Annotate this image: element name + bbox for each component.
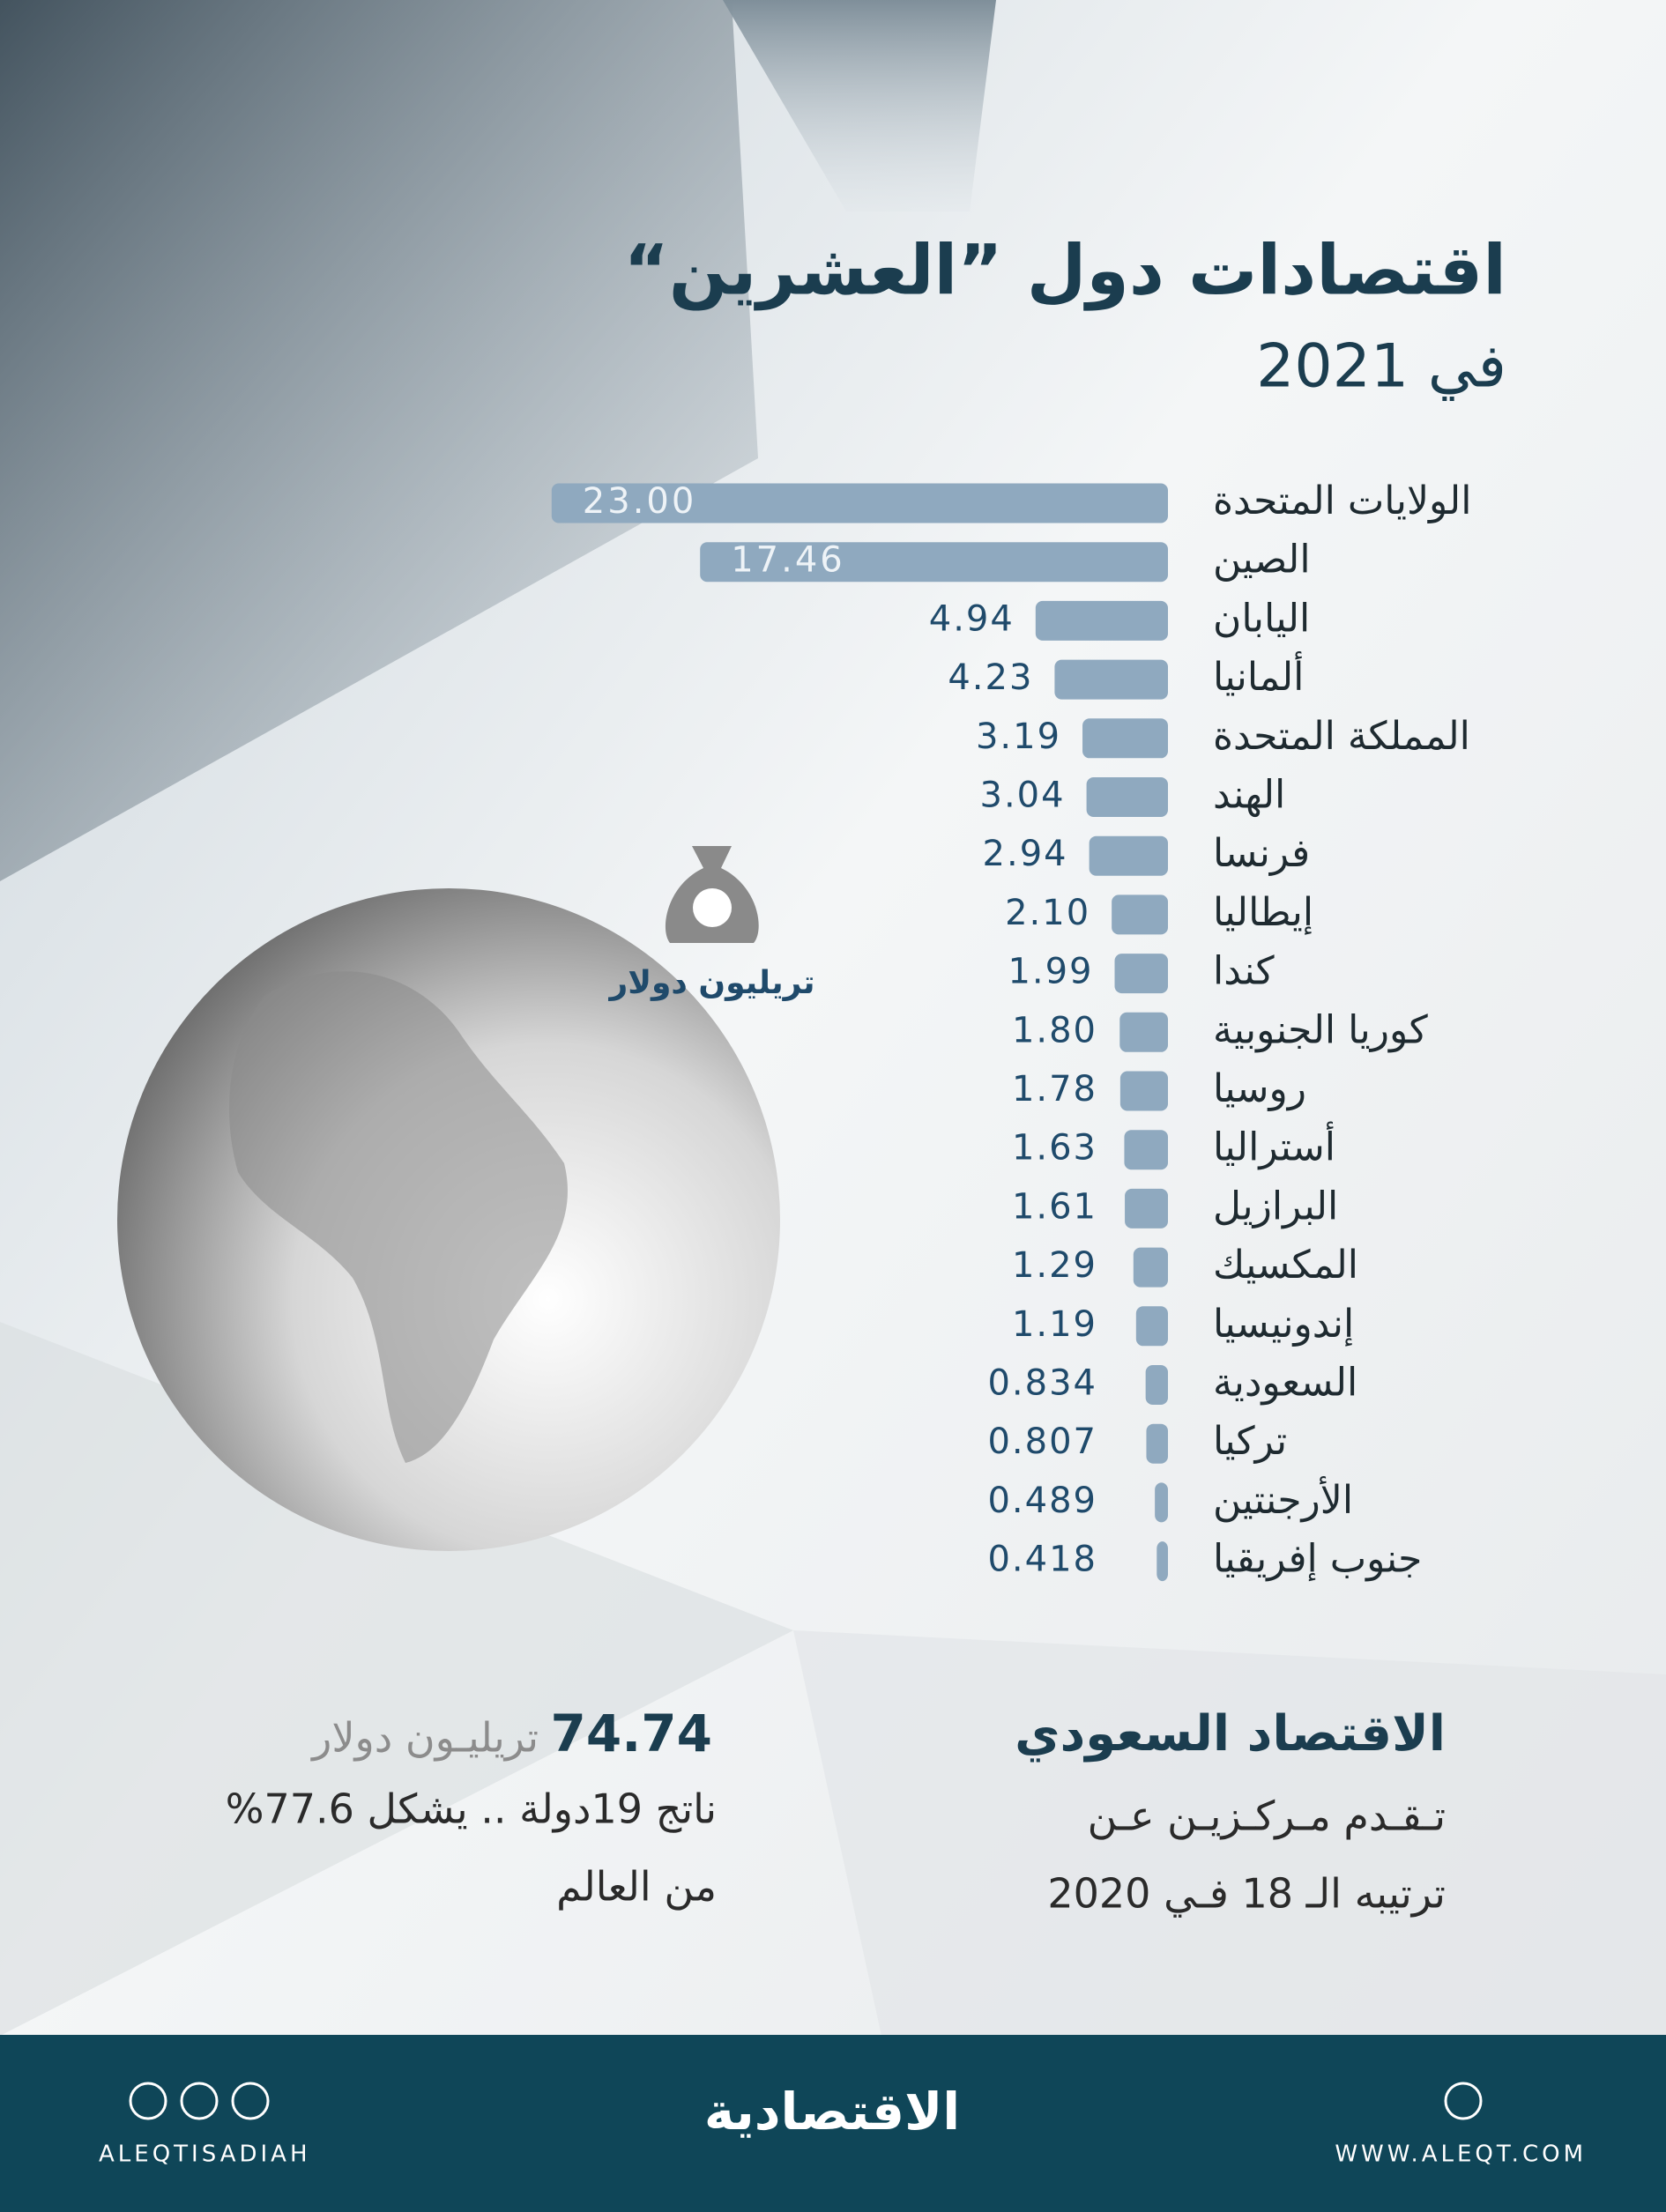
category-label: روسيا <box>1213 1066 1306 1111</box>
footer-logo: الاقتصادية <box>704 2082 960 2141</box>
category-label: المكسيك <box>1213 1243 1358 1288</box>
value-label: 1.78 <box>1012 1069 1097 1110</box>
category-label: الأرجنتين <box>1213 1475 1353 1523</box>
category-label: الصين <box>1213 538 1311 583</box>
category-label: الهند <box>1213 773 1285 818</box>
value-label: 23.00 <box>583 481 697 522</box>
value-label: 1.61 <box>1012 1186 1097 1227</box>
value-label: 2.94 <box>983 834 1068 874</box>
bar <box>1124 1130 1168 1170</box>
bar <box>1135 1306 1168 1347</box>
summary-line: من العالم <box>556 1863 717 1911</box>
value-label: 4.23 <box>948 657 1033 698</box>
saudi-line: ترتيبه الـ 18 فـي 2020 <box>1047 1870 1446 1919</box>
value-label: 0.807 <box>987 1421 1097 1462</box>
category-label: أستراليا <box>1213 1122 1335 1170</box>
category-label: ألمانيا <box>1213 651 1304 700</box>
footer-handle: ALEQTISADIAH <box>99 2141 311 2168</box>
value-label: 17.46 <box>731 540 845 581</box>
bar <box>1114 954 1168 994</box>
summary-line: ناتج 19دولة .. يشكل 77.6% <box>226 1785 717 1834</box>
background-shape <box>0 1322 793 2036</box>
bar <box>1112 894 1168 935</box>
bar <box>1119 1012 1168 1052</box>
value-label: 0.834 <box>987 1363 1097 1404</box>
saudi-line: تـقـدم مـركـزيـن عـن <box>1088 1793 1446 1841</box>
bar <box>1054 659 1168 700</box>
bar-chart: الولايات المتحدة 23.00 الصين 17.46 اليابان 4.… <box>551 479 1471 1582</box>
chart-title: اقتصادات دول ”العشرين“ <box>624 231 1506 310</box>
bar <box>1157 1541 1168 1582</box>
footer <box>0 2035 1666 2212</box>
bar <box>1086 777 1168 817</box>
category-label: إندونيسيا <box>1213 1302 1354 1347</box>
summary-unit: تريليـون دولار <box>310 1714 539 1763</box>
building-left <box>0 0 758 881</box>
bar <box>1089 835 1168 876</box>
bar <box>1155 1482 1168 1523</box>
bar <box>700 542 1168 583</box>
value-label: 4.94 <box>929 598 1015 639</box>
category-label: تركيا <box>1213 1419 1287 1464</box>
category-label: المملكة المتحدة <box>1213 714 1470 759</box>
category-label: الولايات المتحدة <box>1213 479 1471 523</box>
bar <box>1125 1188 1168 1228</box>
bar <box>1035 600 1168 641</box>
category-label: السعودية <box>1213 1361 1357 1406</box>
value-label: 0.418 <box>987 1540 1097 1580</box>
value-label: 1.63 <box>1012 1128 1097 1169</box>
value-label: 2.10 <box>1005 893 1090 933</box>
category-label: إيطاليا <box>1213 890 1313 935</box>
bar <box>1145 1365 1168 1405</box>
summary-total: 74.74 <box>551 1704 712 1763</box>
value-label: 3.19 <box>976 716 1061 757</box>
unit-label: تريليون دولار <box>607 965 814 1001</box>
bar <box>1119 1071 1168 1111</box>
bar <box>1082 718 1168 759</box>
category-label: كوريا الجنوبية <box>1213 1007 1428 1052</box>
category-label: كندا <box>1213 949 1275 994</box>
value-label: 1.99 <box>1008 952 1093 992</box>
value-label: 1.19 <box>1012 1304 1097 1345</box>
money-bag-icon <box>665 846 759 943</box>
value-label: 3.04 <box>980 776 1066 816</box>
globe-continent <box>229 971 568 1463</box>
value-label: 1.29 <box>1012 1245 1097 1286</box>
category-label: البرازيل <box>1213 1184 1338 1228</box>
saudi-title: الاقتصاد السعودي <box>1015 1705 1446 1763</box>
category-label: فرنسا <box>1213 831 1310 876</box>
bar <box>1133 1247 1168 1288</box>
value-label: 0.489 <box>987 1481 1097 1521</box>
category-label: جنوب إفريقيا <box>1213 1537 1422 1582</box>
chart-subtitle: في 2021 <box>1256 332 1506 402</box>
social-icons <box>129 2082 1483 2120</box>
bar <box>1146 1423 1168 1464</box>
building-top <box>723 0 996 212</box>
bar <box>551 483 1168 523</box>
category-label: اليابان <box>1213 596 1310 641</box>
footer-website: WWW.ALEQT.COM <box>1335 2141 1587 2168</box>
value-label: 1.80 <box>1012 1010 1097 1050</box>
background-shape <box>793 1630 1666 2036</box>
